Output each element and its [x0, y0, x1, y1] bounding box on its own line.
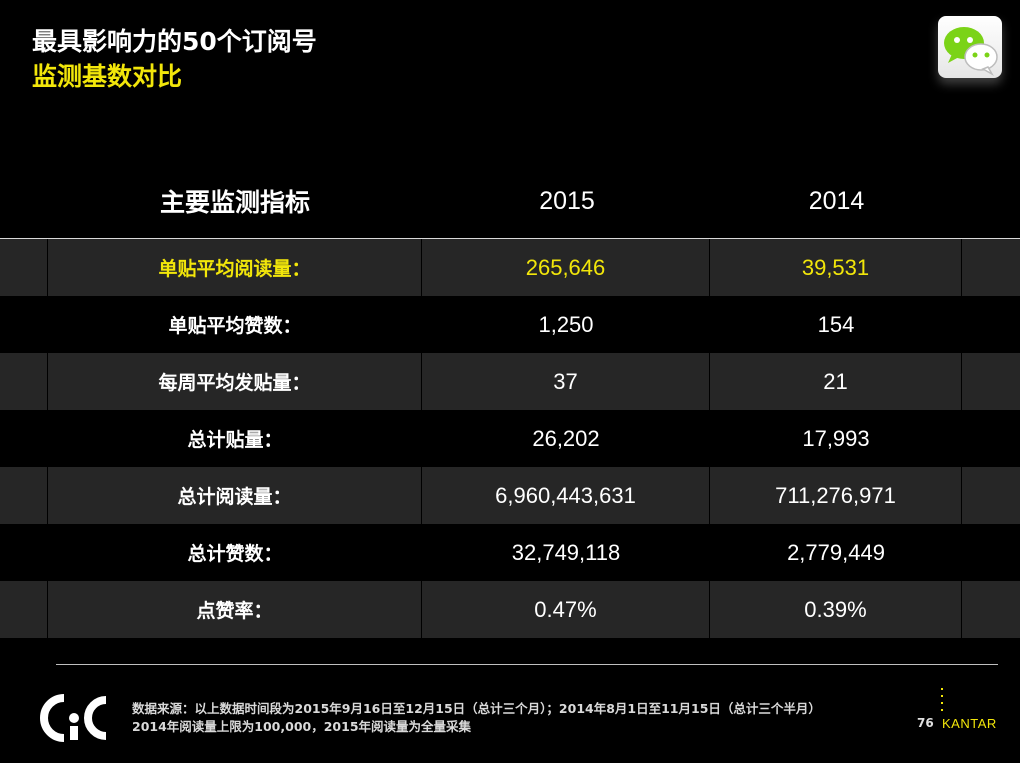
- value-2015: 0.47%: [422, 581, 710, 638]
- data-table: 单贴平均阅读量： 265,646 39,531 单贴平均赞数： 1,250 15…: [0, 239, 1020, 638]
- value-2014: 2,779,449: [787, 539, 885, 565]
- kantar-logo: KANTAR: [942, 716, 997, 731]
- cic-logo-icon: [38, 688, 112, 752]
- value-2014: 0.39%: [710, 581, 962, 638]
- table-row: 单贴平均阅读量： 265,646 39,531: [0, 239, 1020, 296]
- page-number: 76: [917, 716, 934, 730]
- value-2015: 32,749,118: [511, 539, 621, 565]
- value-2014: 154: [817, 311, 855, 337]
- header-2015: 2015: [539, 186, 595, 215]
- value-2014: 17,993: [802, 425, 870, 451]
- footer-divider: [56, 664, 998, 665]
- row-label: 单贴平均赞数：: [168, 315, 302, 337]
- row-label: 每周平均发贴量：: [48, 353, 422, 410]
- page-subtitle: 监测基数对比: [32, 62, 183, 91]
- kantar-dots-icon: [941, 688, 944, 716]
- table-row: 总计贴量： 26,202 17,993: [0, 410, 1020, 467]
- table-row: 总计赞数： 32,749,118 2,779,449: [0, 524, 1020, 581]
- value-2014: 711,276,971: [710, 467, 962, 524]
- value-2015: 265,646: [422, 239, 710, 296]
- table-row: 单贴平均赞数： 1,250 154: [0, 296, 1020, 353]
- row-label: 总计贴量：: [187, 429, 283, 451]
- header-divider: [0, 238, 1020, 239]
- value-2015: 6,960,443,631: [422, 467, 710, 524]
- header-metric: 主要监测指标: [159, 188, 310, 217]
- row-label: 总计阅读量：: [48, 467, 422, 524]
- value-2015: 1,250: [538, 311, 594, 337]
- table-row: 每周平均发贴量： 37 21: [0, 353, 1020, 410]
- row-label: 总计赞数：: [187, 543, 283, 565]
- source-note-line2: 2014年阅读量上限为100,000，2015年阅读量为全量采集: [132, 719, 472, 734]
- value-2014: 21: [710, 353, 962, 410]
- source-note-line1: 数据来源：以上数据时间段为2015年9月16日至12月15日（总计三个月）；20…: [132, 701, 821, 716]
- page-title: 最具影响力的50个订阅号: [32, 27, 317, 56]
- table-row: 总计阅读量： 6,960,443,631 711,276,971: [0, 467, 1020, 524]
- source-note: 数据来源：以上数据时间段为2015年9月16日至12月15日（总计三个月）；20…: [132, 700, 821, 736]
- value-2014: 39,531: [710, 239, 962, 296]
- row-label: 点赞率：: [48, 581, 422, 638]
- wechat-icon: [938, 16, 1002, 78]
- header-2014: 2014: [808, 186, 865, 215]
- row-label: 单贴平均阅读量：: [48, 239, 422, 296]
- value-2015: 37: [422, 353, 710, 410]
- table-row: 点赞率： 0.47% 0.39%: [0, 581, 1020, 638]
- value-2015: 26,202: [532, 425, 600, 451]
